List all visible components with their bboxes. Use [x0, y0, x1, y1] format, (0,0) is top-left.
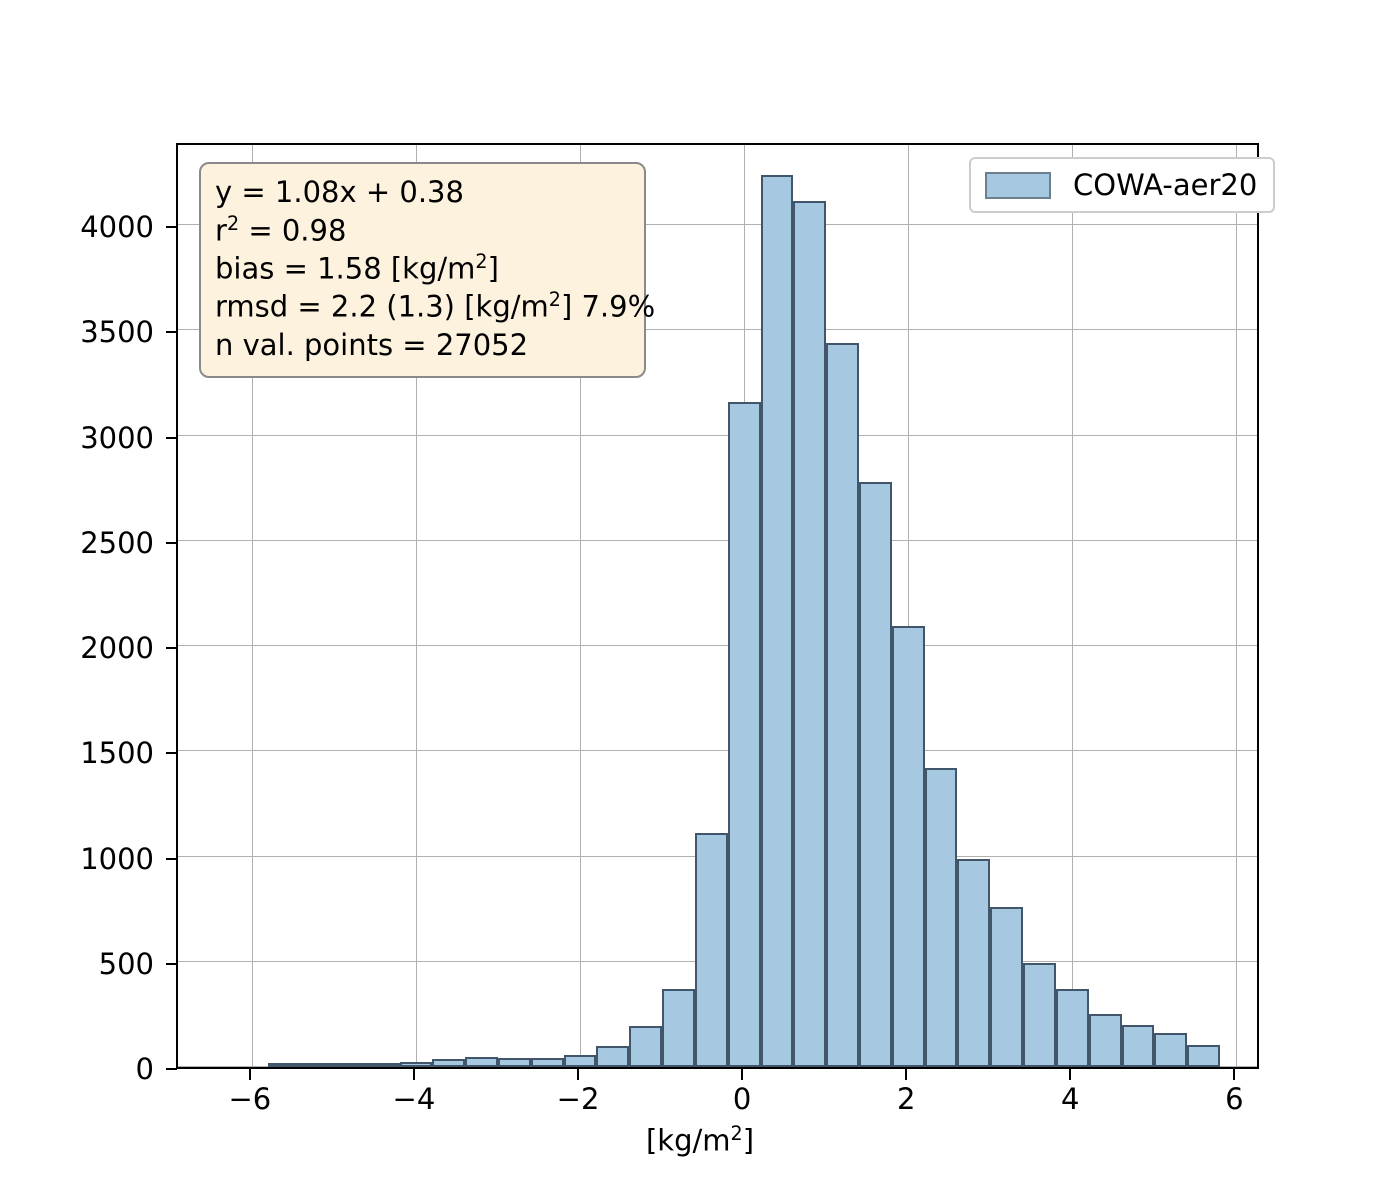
x-tick-mark: [741, 1069, 744, 1080]
gridline-horizontal: [178, 224, 1257, 226]
histogram-bar: [268, 1063, 302, 1067]
histogram-bar: [596, 1045, 630, 1067]
statistics-line: rmsd = 2.2 (1.3) [kg/m2] 7.9%: [215, 288, 655, 326]
x-axis-label-tail: ]: [742, 1123, 755, 1158]
x-tick-label: −4: [392, 1082, 436, 1116]
statistics-line-superscript: 2: [226, 211, 240, 235]
statistics-line-superscript: 2: [548, 288, 561, 312]
histogram-bar: [1154, 1033, 1188, 1067]
x-axis-label: [kg/m2]: [0, 1122, 1400, 1158]
histogram-bar: [1121, 1024, 1155, 1067]
statistics-line-base: r: [215, 213, 227, 248]
x-tick-label: 2: [896, 1082, 916, 1116]
gridline-horizontal: [178, 750, 1257, 752]
gridline-horizontal: [178, 645, 1257, 647]
statistics-line: n val. points = 27052: [215, 327, 529, 362]
y-tick-label: 500: [98, 946, 154, 981]
y-tick-mark: [166, 1068, 177, 1070]
histogram-bar: [1088, 1013, 1122, 1067]
histogram-bar: [497, 1058, 531, 1067]
legend-swatch-cowa-aer20: [985, 171, 1051, 199]
y-tick-mark: [166, 436, 177, 439]
statistics-line-tail: ]: [487, 251, 499, 286]
histogram-bar: [694, 832, 728, 1067]
histogram-bar: [399, 1062, 433, 1067]
histogram-bar: [465, 1057, 498, 1067]
histogram-bar: [662, 988, 695, 1067]
gridline-vertical: [1072, 145, 1074, 1067]
plot-area: [176, 143, 1259, 1069]
y-tick-mark: [166, 962, 177, 965]
histogram-bar: [1023, 963, 1056, 1067]
y-tick-label: 0: [135, 1052, 154, 1086]
statistics-line-superscript: 2: [475, 250, 488, 274]
statistics-line-base: rmsd = 2.2 (1.3) [kg/m: [215, 290, 549, 325]
histogram-bar: [629, 1025, 663, 1067]
x-tick-mark: [1069, 1069, 1072, 1080]
statistics-line: bias = 1.58 [kg/m2]: [215, 250, 630, 288]
gridline-horizontal: [178, 434, 1257, 436]
statistics-line: y = 1.08x + 0.38: [215, 175, 464, 209]
histogram-bar: [301, 1063, 334, 1067]
gridline-vertical: [251, 145, 253, 1067]
y-tick-label: 4000: [80, 210, 154, 245]
legend[interactable]: COWA-aer20: [969, 157, 1276, 213]
histogram-bar: [793, 200, 827, 1067]
gridline-vertical: [1236, 145, 1238, 1067]
histogram-bar: [366, 1063, 400, 1067]
histogram-bar: [858, 481, 892, 1067]
gridline-horizontal: [178, 329, 1257, 331]
statistics-line: r2 = 0.98: [215, 212, 630, 250]
x-tick-label: 0: [732, 1082, 752, 1116]
legend-label-cowa-aer20: COWA-aer20: [1073, 168, 1258, 202]
histogram-bar: [924, 768, 958, 1067]
histogram-bar: [826, 342, 859, 1067]
y-tick-label: 2000: [80, 631, 154, 666]
y-tick-label: 2500: [80, 525, 154, 560]
x-tick-mark: [248, 1069, 251, 1080]
histogram-bar: [891, 626, 925, 1067]
gridline-vertical: [415, 145, 417, 1067]
x-tick-label: 6: [1225, 1082, 1244, 1116]
x-tick-label: −6: [228, 1082, 272, 1116]
histogram-bar: [957, 858, 991, 1067]
y-tick-label: 1000: [80, 841, 154, 876]
x-tick-mark: [905, 1069, 908, 1080]
y-tick-mark: [166, 647, 177, 650]
x-tick-mark: [1233, 1069, 1236, 1080]
y-tick-label: 3000: [80, 420, 154, 455]
histogram-bar: [563, 1054, 597, 1067]
x-tick-label: −2: [556, 1082, 600, 1116]
y-tick-mark: [166, 752, 177, 755]
x-axis-label-superscript: 2: [730, 1122, 743, 1145]
statistics-line-tail: = 0.98: [239, 213, 347, 248]
x-tick-mark: [577, 1069, 580, 1080]
y-tick-label: 3500: [80, 315, 154, 350]
x-tick-label: 4: [1061, 1082, 1080, 1116]
histogram-bar: [1187, 1044, 1220, 1067]
y-tick-mark: [166, 857, 177, 860]
histogram-bar: [530, 1057, 564, 1067]
histogram-bar: [1055, 988, 1089, 1067]
histogram-bar: [727, 402, 761, 1067]
x-axis-label-base: [kg/m: [645, 1123, 731, 1158]
gridline-vertical: [908, 145, 910, 1067]
histogram-bars: [178, 145, 1257, 1067]
statistics-annotation-box: y = 1.08x + 0.38 r2 = 0.98 bias = 1.58 [kg…: [199, 162, 655, 379]
histogram-bar: [432, 1059, 466, 1067]
x-tick-mark: [412, 1069, 415, 1080]
y-tick-mark: [166, 541, 177, 544]
gridline-horizontal: [178, 539, 1257, 541]
y-tick-mark: [166, 226, 177, 229]
histogram-bar: [990, 907, 1024, 1067]
y-tick-label: 1500: [80, 736, 154, 771]
gridline-vertical: [580, 145, 582, 1067]
statistics-line-tail: ] 7.9%: [560, 290, 656, 325]
histogram-bar: [760, 175, 794, 1067]
y-tick-mark: [166, 331, 177, 334]
histogram-bar: [333, 1063, 367, 1067]
statistics-line-base: bias = 1.58 [kg/m: [215, 251, 476, 286]
